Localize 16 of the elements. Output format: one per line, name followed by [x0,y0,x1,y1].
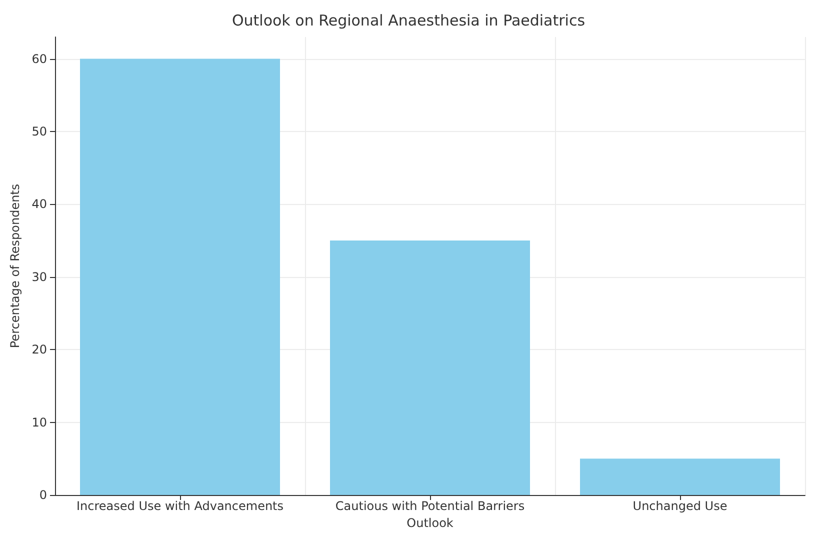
chart-title: Outlook on Regional Anaesthesia in Paediatrics [232,12,586,30]
y-tick-label: 60 [32,52,47,66]
x-tick-label: Cautious with Potential Barriers [335,499,525,513]
y-tick-label: 50 [32,124,47,139]
y-tick-label: 20 [32,342,47,357]
y-tick-label: 10 [32,415,47,430]
x-tick-label: Unchanged Use [632,499,728,513]
bar [80,58,280,495]
y-axis-title: Percentage of Respondents [8,184,22,348]
bar [580,458,780,495]
y-tick-label: 40 [32,197,47,212]
x-axis-title: Outlook [406,516,454,530]
x-tick-label: Increased Use with Advancements [76,499,284,513]
y-tick-label: 0 [39,488,47,502]
y-tick-label: 30 [32,270,47,284]
bar [330,240,530,495]
